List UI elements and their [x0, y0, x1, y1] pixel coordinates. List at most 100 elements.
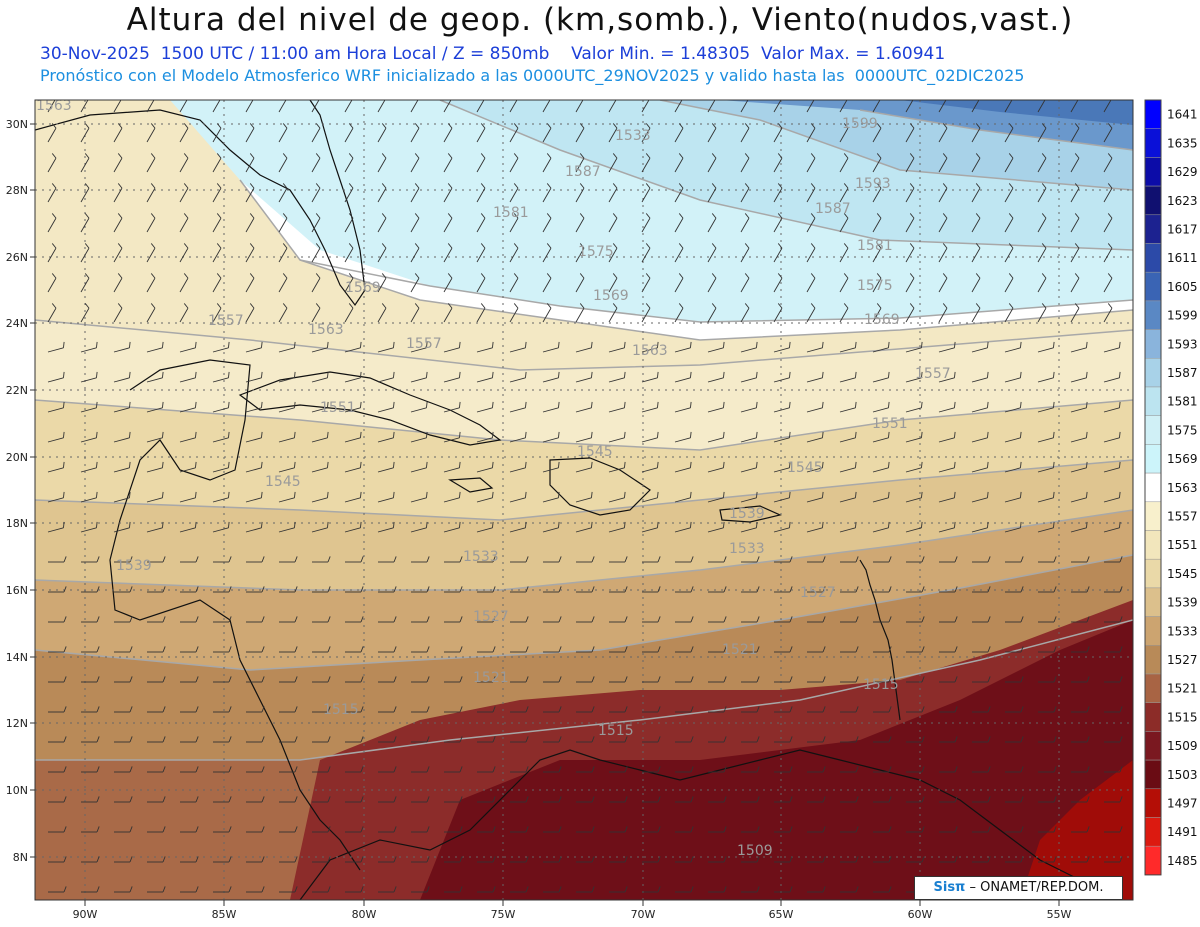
- wind-barb: [1103, 183, 1113, 203]
- wind-barb: [839, 521, 857, 533]
- wind-barb: [1038, 586, 1057, 593]
- wind-barb: [774, 586, 793, 593]
- colorbar-label: 1539: [1167, 596, 1198, 610]
- wind-barb: [576, 826, 595, 833]
- wind-barb: [114, 586, 133, 593]
- lon-tick-label: 55W: [1047, 908, 1072, 921]
- wind-barb: [510, 736, 529, 743]
- wind-barb: [939, 826, 958, 833]
- wind-barb: [642, 556, 661, 563]
- wind-barb: [81, 586, 100, 593]
- wind-barb: [47, 341, 65, 353]
- wind-barb: [476, 491, 494, 503]
- wind-barb: [476, 123, 486, 143]
- wind-barb: [741, 796, 760, 803]
- wind-barb: [642, 886, 661, 893]
- wind-barb: [1071, 856, 1090, 863]
- wind-barb: [938, 213, 948, 233]
- wind-barb: [80, 123, 90, 143]
- wind-barb: [906, 676, 925, 683]
- wind-barb: [443, 213, 453, 233]
- colorbar-label: 1509: [1167, 739, 1198, 753]
- wind-barb: [542, 341, 560, 353]
- contour-label: 1509: [737, 843, 773, 859]
- wind-barb: [938, 303, 948, 323]
- wind-barb: [246, 646, 265, 653]
- wind-barb: [806, 401, 824, 413]
- wind-barb: [510, 766, 529, 773]
- wind-barb: [443, 431, 461, 443]
- wind-barb: [378, 736, 397, 743]
- shading-band: [35, 510, 1133, 670]
- wind-barb: [411, 646, 430, 653]
- wind-barb: [542, 273, 552, 293]
- wind-barb: [213, 676, 232, 683]
- contour-line: [35, 459, 1133, 521]
- wind-barb: [212, 461, 230, 473]
- contour-label: 1527: [473, 609, 509, 625]
- wind-barb: [246, 616, 265, 623]
- wind-barb: [1005, 796, 1024, 803]
- wind-barb: [806, 303, 816, 323]
- wind-barb: [1037, 123, 1047, 143]
- contour-label: 1575: [857, 278, 893, 294]
- wind-barb: [344, 461, 362, 473]
- wind-barb: [1070, 521, 1088, 533]
- wind-barb: [48, 796, 67, 803]
- coastline: [109, 359, 361, 871]
- wind-barb: [377, 461, 395, 473]
- wind-barb: [872, 183, 882, 203]
- colorbar-label: 1569: [1167, 452, 1198, 466]
- shading-band: [1020, 760, 1133, 900]
- contour-label: 1545: [265, 474, 301, 490]
- contour-label: 1557: [915, 366, 951, 382]
- wind-barb: [510, 616, 529, 623]
- wind-barb: [840, 646, 859, 653]
- wind-barb: [972, 586, 991, 593]
- wind-barb: [708, 556, 727, 563]
- wind-barb: [411, 736, 430, 743]
- wind-barb: [510, 886, 529, 893]
- wind-barb: [938, 371, 956, 383]
- wind-barb: [873, 616, 892, 623]
- colorbar-label: 1587: [1167, 366, 1198, 380]
- colorbar-label: 1557: [1167, 510, 1198, 524]
- wind-barb: [245, 213, 255, 233]
- wind-barb: [278, 123, 288, 143]
- wind-barb: [477, 646, 496, 653]
- wind-barb: [1004, 491, 1022, 503]
- wind-barb: [146, 371, 164, 383]
- wind-barb: [509, 243, 519, 263]
- wind-barb: [609, 826, 628, 833]
- wind-barb: [807, 796, 826, 803]
- wind-barb: [774, 856, 793, 863]
- wind-barb: [179, 273, 189, 293]
- colorbar-swatch: [1144, 358, 1162, 388]
- wind-barb: [212, 153, 222, 173]
- wind-barb: [740, 521, 758, 533]
- wind-barb: [939, 676, 958, 683]
- wind-barb: [476, 401, 494, 413]
- colorbar-swatch: [1144, 300, 1162, 330]
- wind-barb: [840, 886, 859, 893]
- wind-barb: [1037, 491, 1055, 503]
- wind-barb: [1038, 676, 1057, 683]
- wind-barb: [905, 521, 923, 533]
- wind-barb: [477, 706, 496, 713]
- wind-barb: [312, 796, 331, 803]
- wind-barb: [1037, 521, 1055, 533]
- coastline: [299, 749, 1101, 900]
- wind-barb: [806, 273, 816, 293]
- wind-barb: [741, 676, 760, 683]
- contour-label: 1533: [729, 541, 765, 557]
- contour-label: 1515: [863, 677, 899, 693]
- wind-barb: [377, 401, 395, 413]
- wind-barb: [608, 123, 618, 143]
- wind-barb: [311, 213, 321, 233]
- wind-barb: [608, 431, 626, 443]
- wind-barb: [113, 521, 131, 533]
- wind-barb: [245, 491, 263, 503]
- wind-barb: [1071, 706, 1090, 713]
- wind-barb: [542, 461, 560, 473]
